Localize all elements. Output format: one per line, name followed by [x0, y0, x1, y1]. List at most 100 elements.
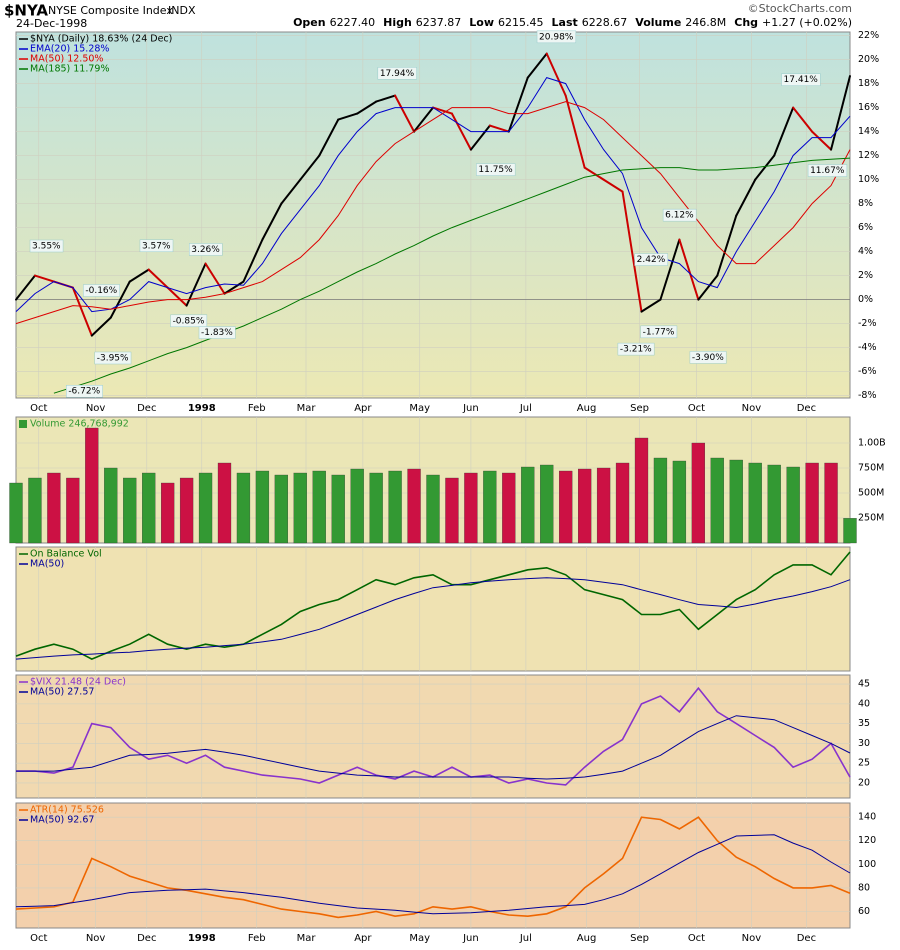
x-tick-label: Jul: [519, 933, 532, 944]
annotation-box: [662, 208, 697, 222]
price-segment: [432, 106, 453, 115]
x-tick-label: Nov: [742, 403, 762, 414]
credit: ©StockCharts.com: [748, 2, 852, 15]
annotation-box: [807, 164, 848, 177]
legend-label: MA(50) 12.50%: [30, 54, 103, 65]
y-tick-label: 750M: [858, 463, 884, 474]
volume-bar: [786, 466, 800, 544]
price-segment: [71, 286, 93, 337]
price-segment: [375, 94, 397, 103]
volume-bar: [350, 468, 364, 544]
index-name: NYSE Composite Index: [48, 4, 173, 17]
volume-bar: [577, 468, 592, 544]
quote-line: Open 6227.40 High 6237.87 Low 6215.45 Last 6228…: [293, 16, 852, 29]
quote-label: Open: [293, 16, 326, 29]
quote-value: +1.27 (+0.02%): [762, 16, 852, 29]
annotation-label: -0.16%: [85, 286, 117, 296]
annotation-label: -6.72%: [68, 387, 100, 397]
volume-bar: [464, 472, 478, 544]
y-tick-label: -6%: [858, 366, 877, 377]
price-segment: [602, 178, 624, 193]
y-tick-label: -2%: [858, 318, 877, 329]
legend-label: MA(50): [30, 559, 64, 570]
y-tick-label: 20: [858, 777, 870, 788]
price-segment: [621, 190, 643, 313]
volume-bar: [104, 467, 118, 544]
panel-background: [15, 674, 851, 799]
x-tick-label: Mar: [297, 933, 317, 944]
legend-label: Volume 246,768,992: [30, 419, 129, 430]
annotation-box: [83, 284, 120, 297]
annotation-box: [188, 243, 223, 256]
x-tick-label: Dec: [797, 403, 816, 414]
y-tick-label: 250M: [858, 513, 884, 524]
x-tick-label: May: [409, 933, 430, 944]
x-tick-label: 1998: [188, 403, 216, 414]
x-tick-label: Apr: [354, 933, 372, 944]
y-tick-label: 22%: [858, 30, 879, 41]
series-line: [15, 834, 851, 915]
quote-value: 6237.87: [416, 16, 462, 29]
series-line: [15, 77, 851, 313]
annotation-box: [689, 351, 727, 364]
volume-bar: [615, 462, 630, 544]
x-tick-label: Apr: [354, 403, 372, 414]
x-tick-label: Nov: [86, 933, 106, 944]
volume-bar: [312, 470, 326, 544]
y-tick-label: 20%: [858, 54, 879, 65]
y-tick-label: 100: [858, 859, 876, 870]
y-tick-label: 6%: [858, 222, 873, 233]
annotation-label: -0.85%: [173, 316, 205, 326]
annotation-box: [170, 314, 208, 328]
volume-bar: [331, 474, 345, 544]
y-tick-label: 30: [858, 738, 870, 749]
annotation-label: 11.67%: [810, 166, 845, 176]
volume-bar: [767, 464, 781, 544]
x-tick-label: Feb: [248, 403, 266, 414]
price-segment: [754, 154, 776, 181]
series-line: [15, 577, 851, 660]
volume-bar: [634, 437, 649, 544]
volume-bar: [843, 518, 857, 544]
price-segment: [564, 94, 586, 169]
price-segment: [735, 178, 757, 217]
price-segment: [128, 268, 150, 283]
volume-bar: [710, 457, 724, 544]
volume-bar: [28, 477, 42, 544]
quote-value: 6215.45: [498, 16, 544, 29]
annotation-box: [377, 67, 417, 80]
date: 24-Dec-1998: [16, 17, 87, 30]
annotation-label: 3.26%: [191, 245, 220, 255]
x-tick-label: Jun: [462, 933, 479, 944]
annotation-box: [139, 239, 174, 253]
legend-label: ATR(14) 75.526: [30, 805, 104, 816]
x-tick-label: Jul: [519, 403, 532, 414]
series-line: [15, 101, 851, 325]
legend-label: EMA(20) 15.28%: [30, 44, 109, 55]
annotation-label: 20.98%: [539, 32, 574, 42]
annotation-label: 3.57%: [142, 241, 171, 251]
volume-bar: [502, 472, 516, 544]
x-tick-label: Aug: [577, 933, 597, 944]
x-tick-label: Nov: [86, 403, 106, 414]
price-segment: [792, 106, 814, 133]
x-tick-label: Dec: [137, 933, 156, 944]
annotation-box: [476, 163, 516, 176]
price-segment: [185, 262, 207, 307]
annotation-label: 17.94%: [380, 69, 415, 79]
volume-bar: [369, 472, 383, 544]
annotation-box: [634, 253, 668, 266]
y-tick-label: 25: [858, 758, 870, 769]
y-tick-label: 40: [858, 698, 870, 709]
y-tick-label: 10%: [858, 174, 879, 185]
volume-bar: [274, 474, 289, 544]
price-segment: [659, 238, 681, 301]
x-tick-label: Sep: [630, 933, 649, 944]
volume-bar: [407, 468, 421, 544]
series-line: [15, 551, 851, 660]
annotation-box: [781, 73, 821, 86]
volume-bar: [748, 462, 762, 544]
price-segment: [640, 298, 662, 313]
price-segment: [394, 94, 416, 133]
